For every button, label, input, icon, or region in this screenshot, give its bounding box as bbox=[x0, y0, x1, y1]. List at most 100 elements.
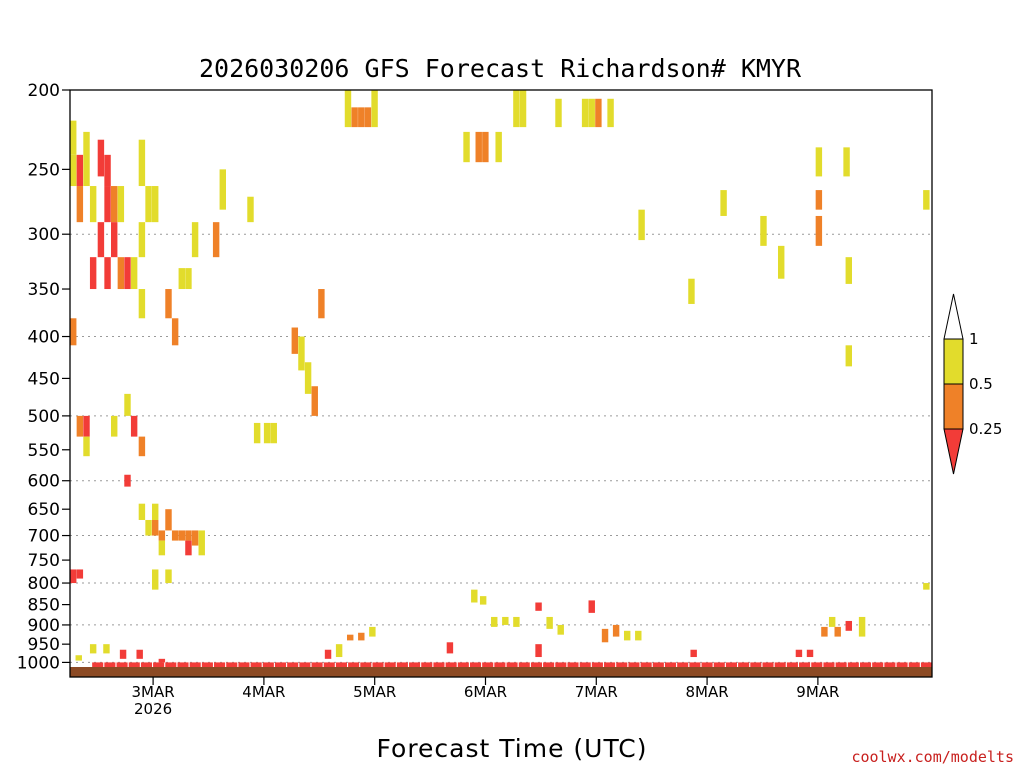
ri-cell bbox=[725, 662, 737, 669]
ri-cell bbox=[384, 662, 396, 669]
ri-cell bbox=[607, 98, 614, 128]
ri-cell bbox=[475, 131, 482, 163]
ri-cell bbox=[140, 662, 152, 669]
ri-cell bbox=[358, 632, 365, 641]
ground-surface-band bbox=[70, 667, 932, 677]
ri-cell bbox=[616, 662, 628, 669]
ri-cell bbox=[369, 626, 376, 637]
ri-cell bbox=[835, 662, 847, 669]
ri-cell bbox=[518, 662, 530, 669]
ri-cell bbox=[324, 649, 332, 659]
ri-cell bbox=[581, 98, 589, 128]
richardson-cells bbox=[70, 90, 932, 669]
y-tick-label: 350 bbox=[28, 280, 60, 300]
ri-cell bbox=[351, 107, 358, 128]
ri-cell bbox=[138, 289, 146, 319]
ri-cell bbox=[372, 662, 384, 669]
ri-cell bbox=[690, 649, 697, 658]
ri-cell bbox=[151, 503, 159, 520]
ri-cell bbox=[130, 257, 138, 290]
ri-cell bbox=[494, 662, 506, 669]
ri-cell bbox=[738, 662, 750, 669]
ri-cell bbox=[110, 186, 118, 223]
ri-cell bbox=[299, 662, 311, 669]
ri-cell bbox=[762, 662, 774, 669]
x-tick-label: 6MAR bbox=[464, 683, 507, 701]
ri-cell bbox=[920, 662, 932, 669]
ri-cell bbox=[360, 662, 372, 669]
ri-cell bbox=[70, 120, 77, 155]
ri-cell bbox=[506, 662, 518, 669]
ri-cell bbox=[567, 662, 579, 669]
ri-cell bbox=[177, 662, 189, 669]
ri-cell bbox=[158, 658, 166, 663]
y-tick-label: 300 bbox=[28, 225, 60, 245]
ri-cell bbox=[923, 583, 930, 590]
ri-cell bbox=[191, 222, 199, 258]
ri-cell bbox=[579, 662, 591, 669]
y-tick-label: 600 bbox=[28, 472, 60, 492]
legend-label: 1 bbox=[969, 330, 979, 348]
ri-cell bbox=[530, 662, 542, 669]
ri-cell bbox=[151, 519, 159, 536]
ri-cell bbox=[828, 616, 836, 627]
ri-cell bbox=[495, 131, 502, 163]
ri-cell bbox=[896, 662, 908, 669]
ri-cell bbox=[557, 624, 564, 635]
ri-cell bbox=[847, 662, 859, 669]
ri-cell bbox=[774, 662, 786, 669]
ri-cell bbox=[165, 662, 177, 669]
ri-cell bbox=[457, 662, 469, 669]
ri-cell bbox=[165, 289, 172, 319]
ri-cell bbox=[76, 415, 84, 437]
ri-cell bbox=[664, 662, 677, 669]
ri-cell bbox=[76, 186, 84, 223]
ri-cell bbox=[701, 662, 713, 669]
ri-cell bbox=[291, 327, 299, 354]
ri-cell bbox=[138, 222, 146, 258]
plot-background bbox=[70, 90, 932, 677]
ri-cell bbox=[346, 634, 354, 641]
x-tick-label: 7MAR bbox=[575, 683, 618, 701]
ri-cell bbox=[287, 662, 299, 669]
legend-label: 0.5 bbox=[969, 375, 993, 393]
ri-cell bbox=[799, 662, 811, 669]
ri-cell bbox=[815, 215, 823, 246]
ri-cell bbox=[358, 107, 365, 128]
ri-cell bbox=[318, 289, 325, 319]
y-tick-label: 800 bbox=[28, 574, 60, 594]
ri-cell bbox=[136, 649, 143, 659]
ri-cell bbox=[591, 662, 603, 669]
ri-cell bbox=[815, 190, 823, 210]
ri-cell bbox=[311, 386, 318, 416]
ri-cell bbox=[83, 436, 90, 457]
ri-cell bbox=[92, 662, 104, 669]
ri-cell bbox=[75, 655, 82, 661]
ri-cell bbox=[348, 662, 360, 669]
ri-cell bbox=[304, 362, 312, 394]
x-tick-label: 8MAR bbox=[685, 683, 728, 701]
legend-label: 0.25 bbox=[969, 420, 1002, 438]
ri-cell bbox=[555, 98, 562, 128]
ri-cell bbox=[83, 415, 90, 437]
ri-cell bbox=[128, 662, 140, 669]
ri-cell bbox=[638, 209, 645, 241]
ri-cell bbox=[482, 662, 494, 669]
ri-cell bbox=[479, 596, 487, 605]
ri-cell bbox=[103, 644, 110, 654]
legend-swatch-top bbox=[943, 293, 964, 340]
y-tick-label: 500 bbox=[28, 407, 60, 427]
ri-cell bbox=[543, 662, 555, 669]
ri-cell bbox=[823, 662, 835, 669]
ri-cell bbox=[640, 662, 652, 669]
ri-cell bbox=[859, 662, 872, 669]
ri-cell bbox=[298, 336, 305, 371]
ri-cell bbox=[433, 662, 445, 669]
y-tick-label: 1000 bbox=[17, 653, 60, 673]
ri-cell bbox=[811, 662, 823, 669]
ri-cell bbox=[219, 169, 227, 210]
ri-cell bbox=[688, 278, 695, 304]
ri-cell bbox=[138, 436, 146, 457]
